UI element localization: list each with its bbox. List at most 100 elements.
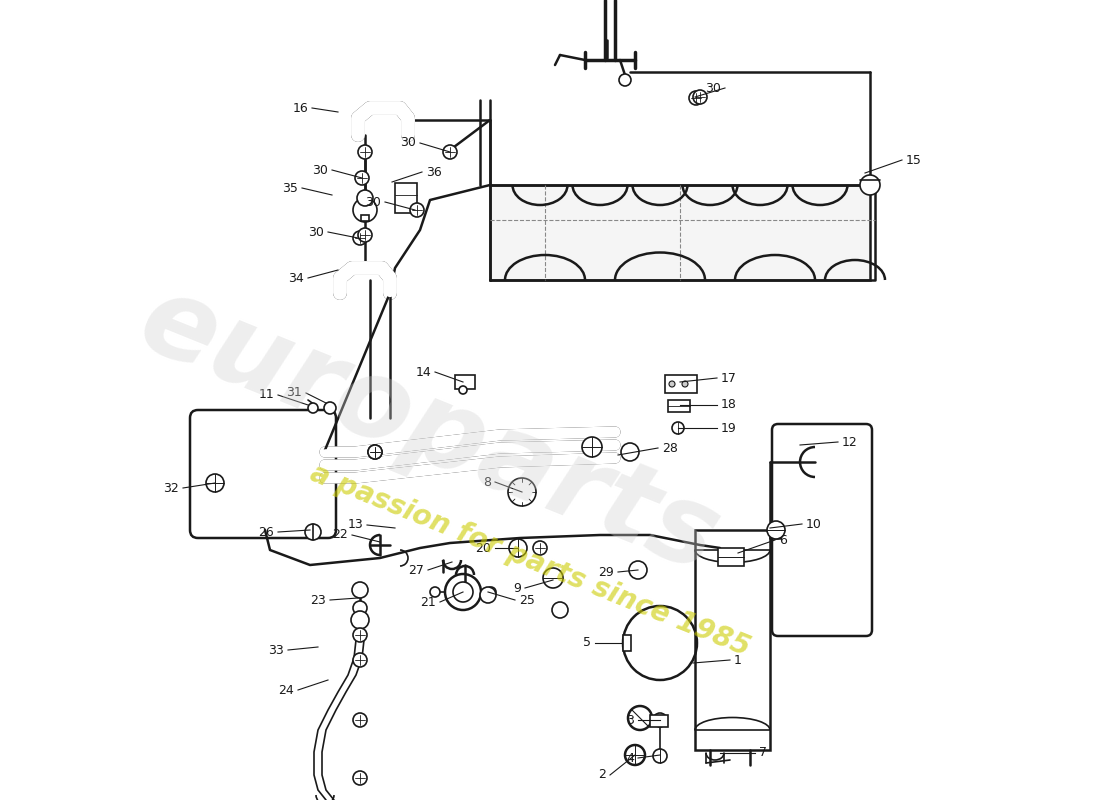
Text: 10: 10	[806, 518, 822, 530]
Text: europarts: europarts	[125, 266, 735, 594]
Circle shape	[324, 402, 336, 414]
Circle shape	[410, 203, 424, 217]
Circle shape	[459, 386, 468, 394]
Text: 9: 9	[513, 582, 521, 594]
Text: 24: 24	[278, 683, 294, 697]
Text: 32: 32	[163, 482, 179, 494]
Circle shape	[453, 582, 473, 602]
Circle shape	[353, 231, 367, 245]
Text: 35: 35	[282, 182, 298, 194]
Text: 7: 7	[759, 746, 767, 759]
Circle shape	[308, 403, 318, 413]
Text: 27: 27	[408, 563, 424, 577]
Circle shape	[552, 602, 568, 618]
Circle shape	[358, 228, 372, 242]
Bar	[666, 375, 697, 393]
Circle shape	[368, 445, 382, 459]
Circle shape	[628, 706, 652, 730]
Text: 19: 19	[720, 422, 737, 434]
Circle shape	[358, 145, 372, 159]
Circle shape	[486, 587, 496, 597]
Circle shape	[621, 443, 639, 461]
Text: 30: 30	[365, 195, 381, 209]
Text: 34: 34	[288, 271, 304, 285]
Text: 5: 5	[583, 637, 591, 650]
Circle shape	[352, 582, 368, 598]
Circle shape	[582, 437, 602, 457]
Text: 30: 30	[312, 163, 328, 177]
Circle shape	[767, 521, 785, 539]
Circle shape	[534, 541, 547, 555]
Circle shape	[355, 171, 368, 185]
Text: 23: 23	[310, 594, 326, 606]
Bar	[668, 400, 690, 412]
Circle shape	[358, 190, 373, 206]
Text: 33: 33	[268, 643, 284, 657]
Text: 22: 22	[332, 529, 348, 542]
Text: 2: 2	[598, 769, 606, 782]
Text: 14: 14	[416, 366, 431, 378]
Circle shape	[206, 474, 224, 492]
FancyBboxPatch shape	[772, 424, 872, 636]
Text: 12: 12	[842, 435, 858, 449]
Bar	[490, 185, 870, 280]
Circle shape	[353, 601, 367, 615]
Bar	[455, 375, 475, 389]
Circle shape	[619, 74, 631, 86]
Circle shape	[480, 587, 496, 603]
Circle shape	[669, 381, 675, 387]
Bar	[395, 183, 417, 213]
Text: 3: 3	[626, 714, 634, 726]
Text: 18: 18	[720, 398, 737, 411]
Bar	[361, 215, 368, 221]
Text: 11: 11	[258, 389, 274, 402]
Circle shape	[353, 628, 367, 642]
Circle shape	[629, 561, 647, 579]
Circle shape	[353, 771, 367, 785]
Text: 6: 6	[779, 534, 786, 546]
Text: 17: 17	[720, 371, 737, 385]
Circle shape	[672, 422, 684, 434]
Text: 31: 31	[286, 386, 302, 399]
Circle shape	[653, 749, 667, 763]
Text: a passion for parts since 1985: a passion for parts since 1985	[306, 458, 754, 662]
Text: 29: 29	[598, 566, 614, 578]
Circle shape	[353, 653, 367, 667]
Text: 21: 21	[420, 595, 436, 609]
Circle shape	[351, 611, 369, 629]
Circle shape	[353, 713, 367, 727]
Bar	[623, 635, 631, 651]
Text: 30: 30	[705, 82, 720, 94]
Bar	[650, 715, 668, 727]
Text: 13: 13	[348, 518, 363, 531]
Text: 20: 20	[475, 542, 491, 554]
Circle shape	[353, 198, 377, 222]
Text: 30: 30	[400, 137, 416, 150]
Text: 30: 30	[308, 226, 324, 238]
Text: 28: 28	[662, 442, 678, 454]
Circle shape	[625, 745, 645, 765]
Bar	[718, 548, 744, 566]
Circle shape	[443, 145, 456, 159]
Circle shape	[509, 539, 527, 557]
Text: 4: 4	[626, 751, 634, 765]
Circle shape	[446, 574, 481, 610]
Text: 8: 8	[483, 475, 491, 489]
Circle shape	[653, 713, 667, 727]
Text: 26: 26	[258, 526, 274, 538]
Circle shape	[368, 445, 382, 459]
Circle shape	[543, 568, 563, 588]
Circle shape	[430, 587, 440, 597]
Text: 36: 36	[426, 166, 442, 178]
Circle shape	[305, 524, 321, 540]
Circle shape	[682, 381, 688, 387]
Circle shape	[508, 478, 536, 506]
FancyBboxPatch shape	[190, 410, 336, 538]
Text: 16: 16	[293, 102, 308, 114]
Circle shape	[693, 90, 707, 104]
Text: 15: 15	[906, 154, 922, 166]
Bar	[695, 530, 770, 750]
Circle shape	[860, 175, 880, 195]
Text: 25: 25	[519, 594, 535, 606]
Circle shape	[689, 91, 703, 105]
